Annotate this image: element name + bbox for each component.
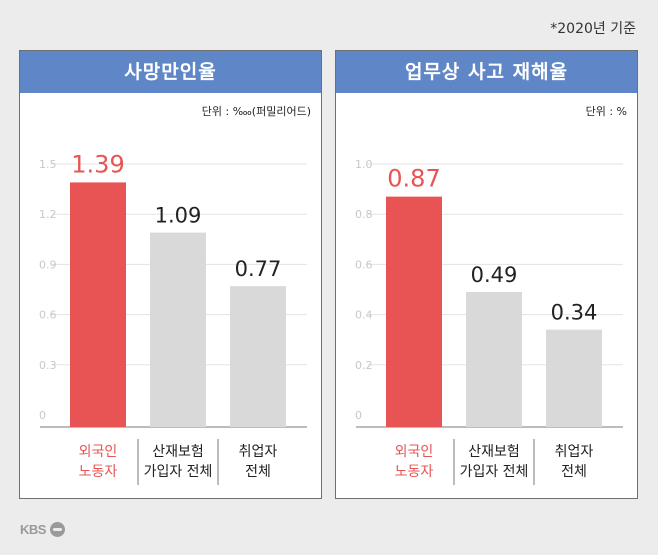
logo-text: KBS: [20, 522, 46, 537]
category-label-line: 취업자: [238, 444, 278, 460]
bar-chart: 0 0.2 0.4 0.6 0.8 1.0 0.87 0.49 0.34: [355, 158, 623, 485]
panel-title: 사망만인율: [20, 51, 321, 93]
data-label: 0.77: [235, 257, 282, 281]
bar-chart: 0 0.3 0.6 0.9 1.2 1.5 1.39 1.09 0.77: [39, 150, 307, 485]
y-tick-label: 0.6: [39, 309, 57, 322]
category-label-line: 외국인: [394, 444, 434, 460]
y-tick-label: 1.2: [39, 208, 57, 221]
y-tick-label: 0.9: [39, 258, 57, 271]
y-tick-label: 1.5: [39, 158, 57, 171]
y-tick-label: 1.0: [355, 158, 373, 171]
unit-label: 단위 : %: [585, 105, 627, 118]
bar: [70, 182, 126, 427]
category-label-line: 산재보험: [468, 444, 520, 460]
bar: [230, 286, 286, 427]
y-tick-label: 0.6: [355, 258, 373, 271]
data-label: 0.49: [471, 263, 518, 287]
data-label: 0.34: [551, 301, 598, 325]
bar: [466, 292, 522, 427]
category-label-line: 전체: [245, 464, 271, 480]
category-label-line: 가입자 전체: [143, 464, 213, 480]
bar: [386, 196, 442, 427]
category-label-line: 외국인: [78, 444, 118, 460]
data-label: 1.39: [71, 150, 124, 178]
unit-label: 단위 : ‱(퍼밀리어드): [201, 105, 311, 118]
data-label: 1.09: [155, 204, 202, 228]
category-label-line: 산재보험: [152, 444, 204, 460]
category-label-line: 가입자 전체: [459, 464, 529, 480]
base-year-note: *2020년 기준: [550, 21, 636, 37]
bar: [546, 329, 602, 427]
y-tick-label: 0.4: [355, 309, 373, 322]
mortality-rate-panel: 사망만인율 단위 : ‱(퍼밀리어드) 0 0.3 0.6 0.9 1.2 1.5 1.39…: [19, 50, 322, 499]
y-tick-label: 0: [39, 409, 46, 422]
y-tick-label: 0.8: [355, 208, 373, 221]
category-label-line: 취업자: [554, 444, 594, 460]
category-label-line: 전체: [561, 464, 587, 480]
y-tick-label: 0.2: [355, 359, 373, 372]
y-tick-label: 0.3: [39, 359, 57, 372]
logo-mark-icon: [49, 522, 65, 537]
y-tick-label: 0: [355, 409, 362, 422]
category-label-line: 노동자: [78, 464, 118, 480]
panel-title: 업무상 사고 재해율: [336, 51, 637, 93]
data-label: 0.87: [387, 165, 440, 193]
kbs-logo: KBS: [20, 522, 65, 537]
category-label-line: 노동자: [394, 464, 434, 480]
bar: [150, 232, 206, 427]
accident-rate-panel: 업무상 사고 재해율 단위 : % 0 0.2 0.4 0.6 0.8 1.0 0.87 0.…: [335, 50, 638, 499]
